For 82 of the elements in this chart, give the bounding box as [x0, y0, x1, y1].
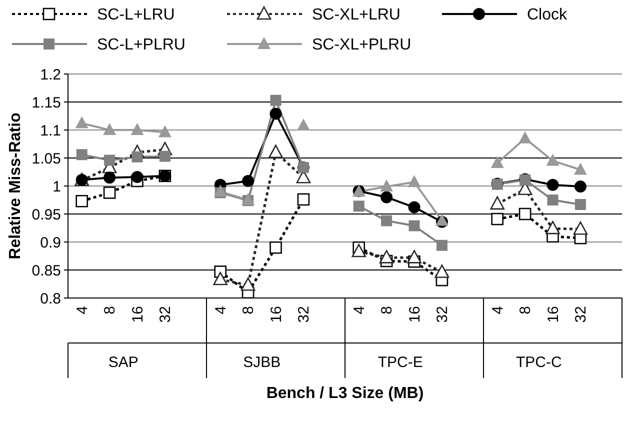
y-tick-label: 1.1: [40, 122, 61, 140]
point: [490, 156, 504, 168]
point: [547, 194, 558, 206]
legend-label: SC-L+LRU: [97, 6, 175, 24]
point: [103, 123, 116, 135]
point: [573, 221, 588, 235]
point: [380, 191, 393, 204]
point: [546, 154, 560, 166]
x-tick-label: 32: [434, 306, 451, 323]
y-tick-label: 0.8: [40, 290, 61, 308]
point: [490, 196, 504, 210]
x-tick-label: 16: [129, 306, 146, 323]
point: [408, 175, 421, 188]
point: [104, 154, 116, 166]
y-tick-label: 0.9: [40, 234, 61, 252]
x-tick-label: 8: [517, 306, 534, 314]
x-tick-label: 16: [268, 306, 285, 323]
point: [75, 116, 88, 128]
y-axis-title: Relative Miss-Ratio: [7, 112, 24, 260]
point: [158, 125, 172, 138]
point: [270, 241, 282, 254]
x-tick-label: 16: [544, 306, 562, 323]
x-tick-label: 4: [489, 306, 506, 314]
point: [296, 118, 310, 131]
point: [574, 180, 586, 193]
point: [270, 94, 282, 106]
point: [103, 186, 116, 199]
point: [240, 277, 256, 291]
text: TPC-C: [516, 354, 562, 371]
x-tick-label: 32: [156, 306, 174, 323]
point: [352, 244, 366, 258]
point: [574, 162, 587, 175]
point: [76, 149, 88, 160]
x-tick-label: 8: [378, 306, 396, 314]
legend-label: Clock: [527, 6, 568, 24]
y-tick-label: 1.15: [32, 94, 61, 112]
point: [379, 250, 394, 264]
x-tick-label: 16: [406, 306, 424, 323]
y-tick-label: 0.85: [32, 262, 61, 280]
point: [131, 171, 144, 184]
point: [434, 264, 450, 278]
x-tick-label: 32: [295, 306, 312, 323]
point: [130, 123, 144, 135]
point: [380, 180, 394, 192]
point: [408, 201, 420, 214]
point: [491, 212, 504, 226]
legend-label: SC-XL+LRU: [312, 6, 400, 24]
point: [297, 193, 310, 206]
point: [408, 220, 420, 232]
point: [546, 178, 559, 191]
text: TPC-E: [378, 354, 423, 371]
point: [242, 174, 254, 187]
x-tick-label: 32: [572, 306, 590, 323]
point: [381, 215, 392, 226]
point: [574, 198, 586, 210]
text: SJBB: [243, 354, 281, 371]
x-tick-label: 4: [212, 306, 230, 314]
point: [213, 272, 228, 286]
point: [104, 172, 116, 184]
point: [518, 208, 532, 220]
y-tick-label: 1: [52, 178, 61, 196]
text: SAP: [108, 354, 138, 371]
point: [159, 150, 170, 162]
point: [407, 250, 422, 264]
x-tick-label: 4: [74, 306, 91, 314]
point: [353, 200, 364, 212]
point: [270, 108, 282, 120]
y-tick-label: 0.95: [32, 206, 61, 224]
legend-label: SC-L+PLRU: [97, 36, 186, 54]
point: [214, 184, 227, 197]
point: [76, 194, 88, 208]
x-tick-label: 8: [102, 306, 119, 314]
x-axis-title: Bench / L3 Size (MB): [266, 385, 424, 402]
legend-label: SC-XL+PLRU: [312, 36, 412, 54]
x-tick-label: 8: [240, 306, 258, 314]
point: [546, 220, 560, 234]
point: [436, 240, 448, 251]
point: [518, 131, 532, 144]
y-tick-label: 1.05: [32, 150, 61, 168]
y-tick-label: 1.2: [40, 66, 61, 84]
x-tick-label: 4: [350, 306, 368, 314]
point: [268, 144, 283, 158]
